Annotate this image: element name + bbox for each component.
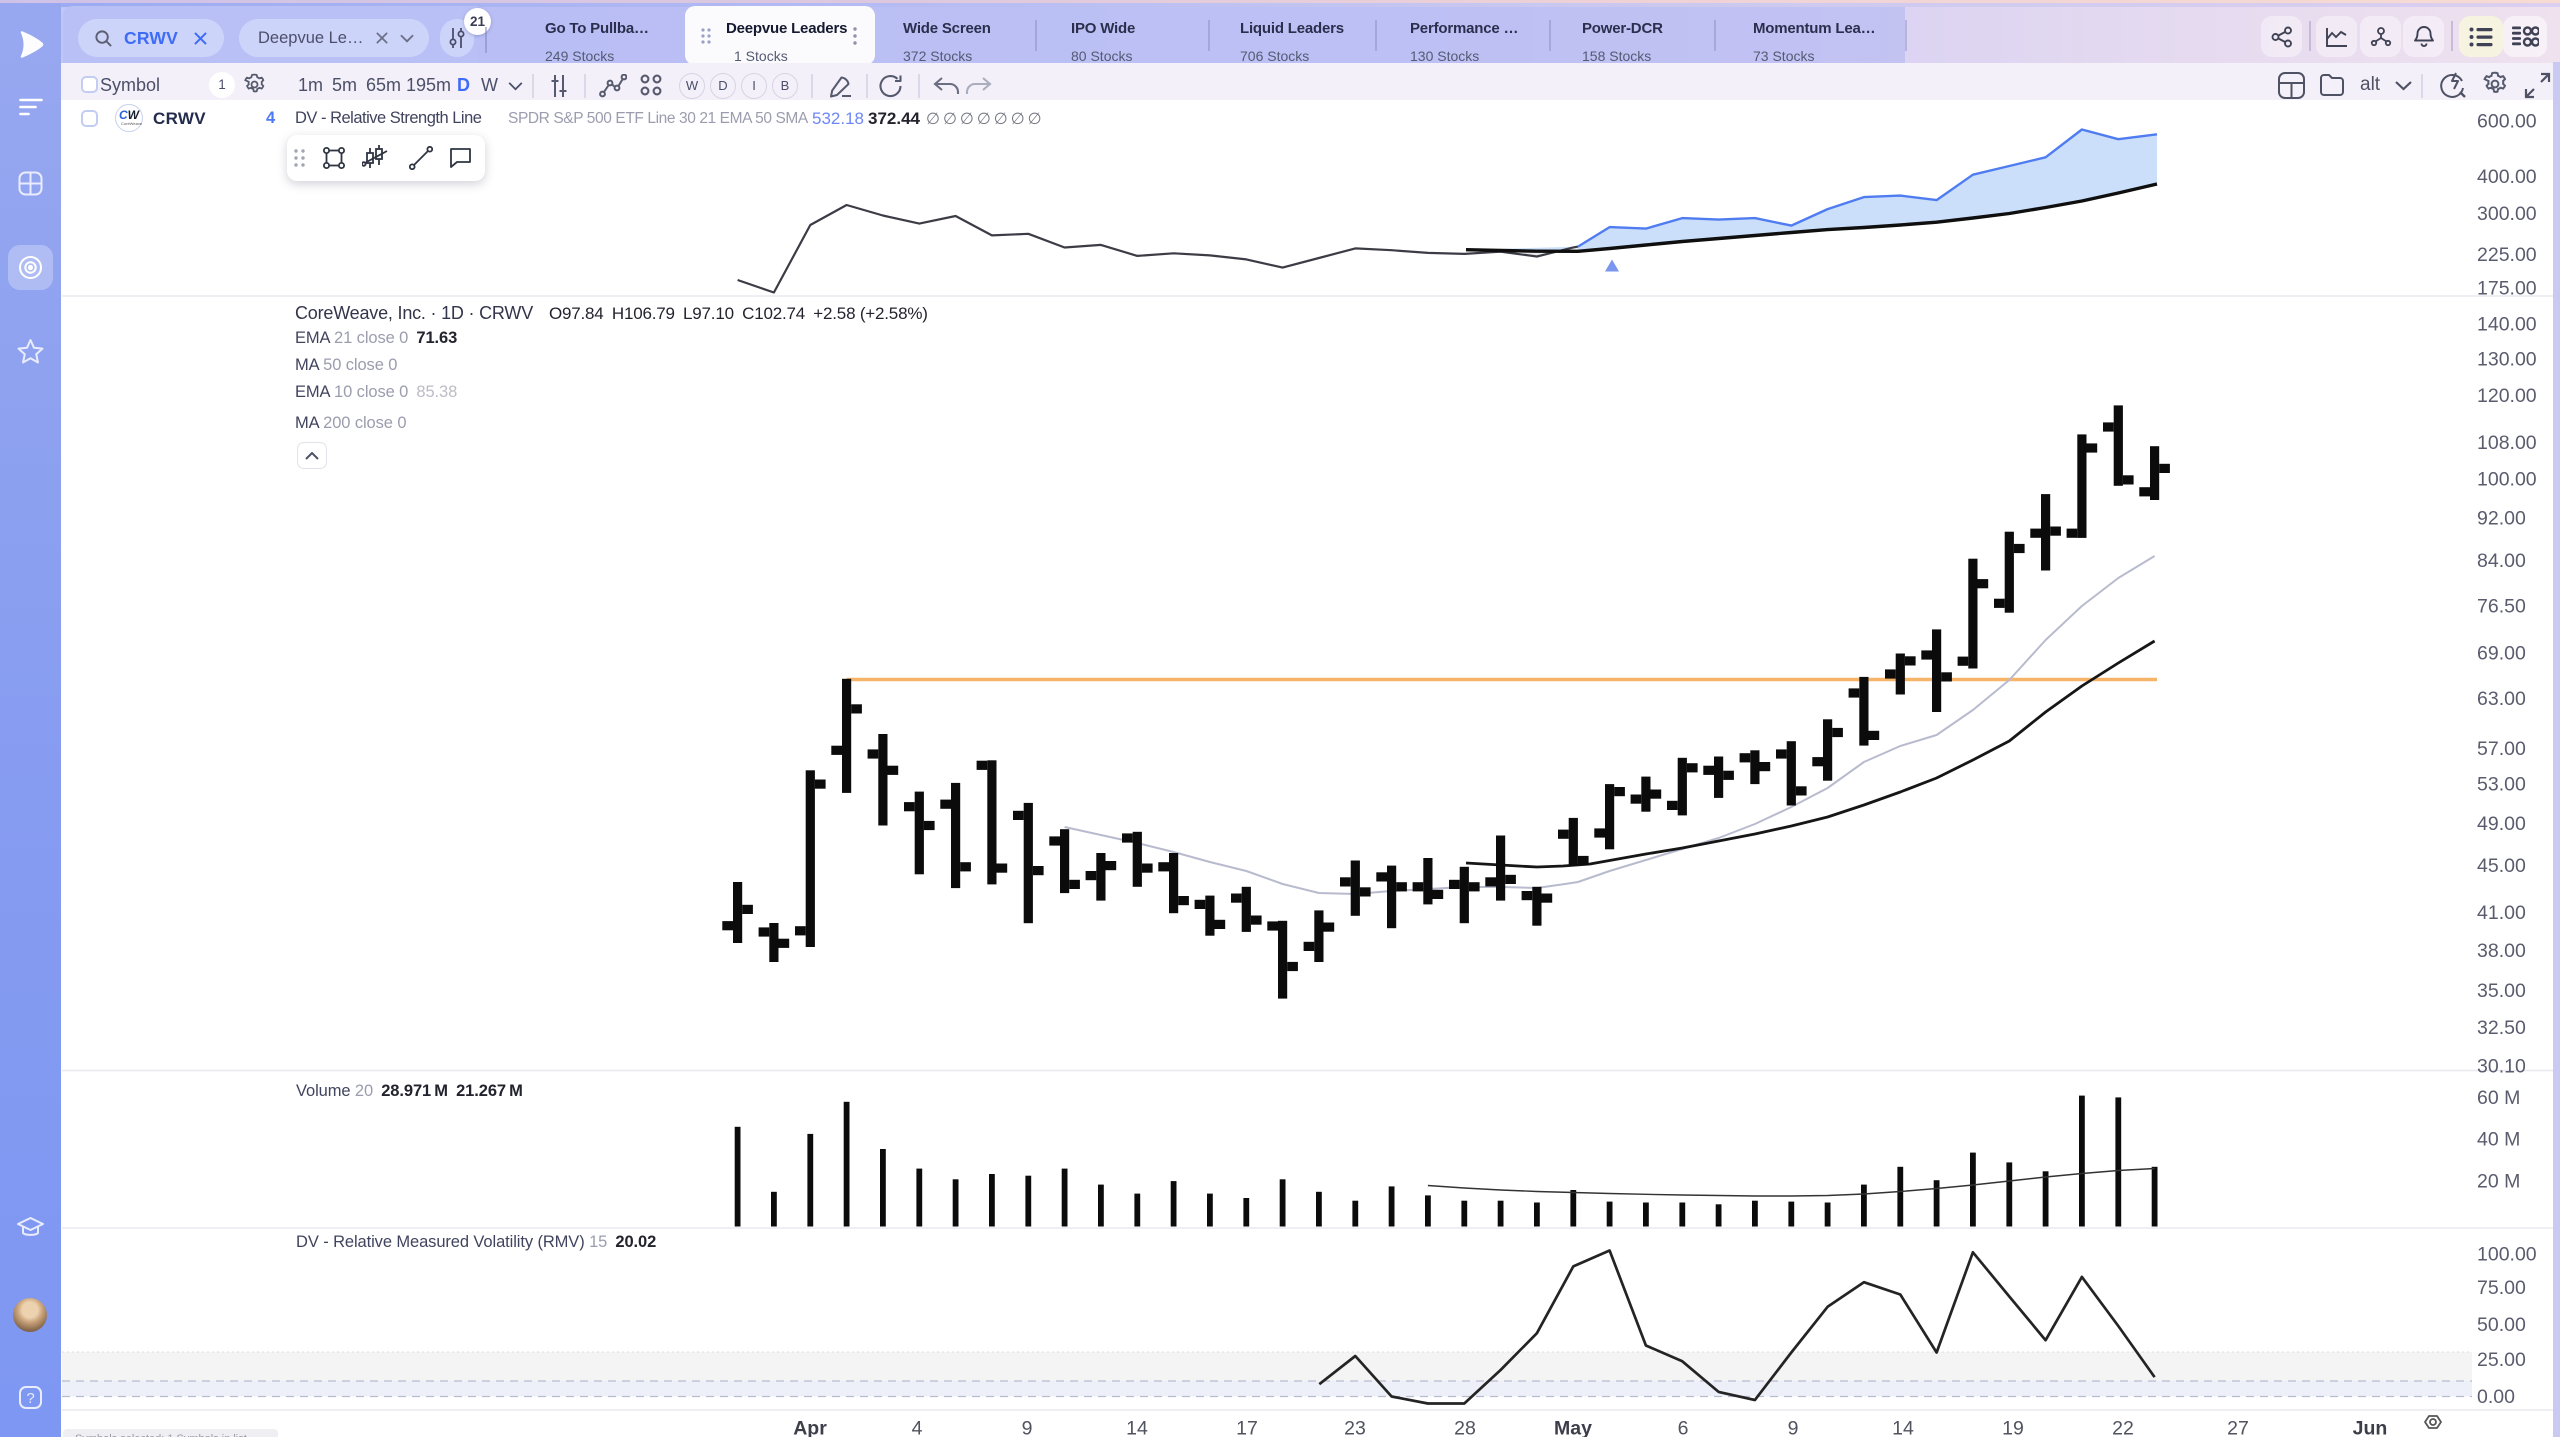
svg-text:14: 14	[1126, 1418, 1148, 1437]
svg-text:23: 23	[1344, 1418, 1366, 1437]
svg-text:20 M: 20 M	[2477, 1171, 2520, 1193]
svg-text:130.00: 130.00	[2477, 348, 2537, 370]
svg-text:30.10: 30.10	[2477, 1055, 2526, 1077]
svg-text:75.00: 75.00	[2477, 1277, 2526, 1299]
svg-text:0.00: 0.00	[2477, 1386, 2515, 1408]
svg-text:9: 9	[1022, 1418, 1033, 1437]
svg-text:Jun: Jun	[2353, 1418, 2388, 1437]
svg-text:57.00: 57.00	[2477, 738, 2526, 760]
svg-text:28: 28	[1454, 1418, 1476, 1437]
svg-text:32.50: 32.50	[2477, 1017, 2526, 1039]
svg-text:25.00: 25.00	[2477, 1349, 2526, 1371]
svg-text:69.00: 69.00	[2477, 643, 2526, 665]
svg-text:300.00: 300.00	[2477, 203, 2537, 225]
svg-text:6: 6	[1678, 1418, 1689, 1437]
svg-text:4: 4	[912, 1418, 923, 1437]
svg-text:120.00: 120.00	[2477, 385, 2537, 407]
svg-text:17: 17	[1236, 1418, 1258, 1437]
svg-text:600.00: 600.00	[2477, 111, 2537, 133]
svg-text:63.00: 63.00	[2477, 688, 2526, 710]
svg-text:41.00: 41.00	[2477, 902, 2526, 924]
svg-text:92.00: 92.00	[2477, 508, 2526, 530]
svg-text:53.00: 53.00	[2477, 774, 2526, 796]
svg-text:35.00: 35.00	[2477, 980, 2526, 1002]
svg-text:9: 9	[1788, 1418, 1799, 1437]
svg-text:175.00: 175.00	[2477, 277, 2537, 299]
svg-text:27: 27	[2227, 1418, 2249, 1437]
svg-text:60 M: 60 M	[2477, 1087, 2520, 1109]
svg-text:100.00: 100.00	[2477, 1243, 2537, 1265]
svg-text:14: 14	[1892, 1418, 1914, 1437]
svg-text:140.00: 140.00	[2477, 314, 2537, 336]
svg-text:49.00: 49.00	[2477, 813, 2526, 835]
svg-text:45.00: 45.00	[2477, 855, 2526, 877]
svg-text:108.00: 108.00	[2477, 432, 2537, 454]
svg-text:50.00: 50.00	[2477, 1314, 2526, 1336]
svg-text:19: 19	[2002, 1418, 2024, 1437]
svg-text:100.00: 100.00	[2477, 469, 2537, 491]
svg-text:40 M: 40 M	[2477, 1129, 2520, 1151]
svg-text:400.00: 400.00	[2477, 166, 2537, 188]
svg-text:225.00: 225.00	[2477, 244, 2537, 266]
svg-text:38.00: 38.00	[2477, 940, 2526, 962]
svg-text:Apr: Apr	[793, 1418, 827, 1437]
svg-text:May: May	[1554, 1418, 1592, 1437]
svg-text:84.00: 84.00	[2477, 550, 2526, 572]
svg-text:76.50: 76.50	[2477, 595, 2526, 617]
svg-text:22: 22	[2112, 1418, 2134, 1437]
